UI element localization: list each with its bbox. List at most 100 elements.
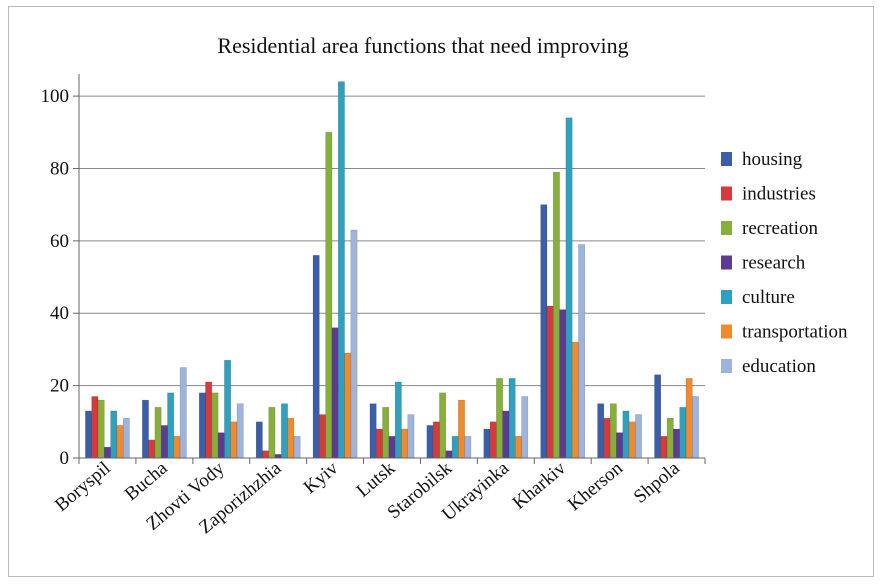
bar-recreation-bucha xyxy=(154,407,162,459)
bar-education-kyiv xyxy=(350,229,358,459)
y-tick-label: 60 xyxy=(50,231,69,252)
bar-housing-zaporizhzhia xyxy=(255,421,263,459)
bar-recreation-kherson xyxy=(609,403,617,459)
bar-culture-kharkiv xyxy=(565,117,573,459)
bar-research-kharkiv xyxy=(559,309,567,459)
bar-transportation-zaporizhzhia xyxy=(287,417,295,459)
bar-research-shpola xyxy=(673,428,680,459)
legend-swatch-culture xyxy=(721,290,732,304)
bar-industries-boryspil xyxy=(91,396,99,459)
bar-housing-zhovti-vody xyxy=(198,392,206,459)
bar-recreation-starobilsk xyxy=(439,392,447,459)
bar-transportation-zhovti-vody xyxy=(230,421,238,459)
bar-transportation-kherson xyxy=(628,421,636,459)
bar-culture-bucha xyxy=(167,392,175,459)
bar-recreation-boryspil xyxy=(97,399,105,459)
bar-research-bucha xyxy=(160,425,168,459)
y-tick-label: 100 xyxy=(41,86,70,107)
bar-education-kherson xyxy=(635,414,642,459)
bar-housing-kyiv xyxy=(312,255,320,459)
x-tick-label: Shpola xyxy=(630,457,684,507)
bar-education-ukrayinka xyxy=(521,396,529,459)
bar-transportation-boryspil xyxy=(116,425,124,459)
bar-research-kyiv xyxy=(331,327,339,459)
bar-education-kharkiv xyxy=(578,244,586,459)
bar-education-boryspil xyxy=(122,417,130,459)
y-tick-label: 0 xyxy=(60,448,70,469)
bar-housing-boryspil xyxy=(85,410,92,459)
bar-transportation-kyiv xyxy=(344,352,352,459)
legend-label-recreation: recreation xyxy=(742,218,818,239)
bar-industries-starobilsk xyxy=(432,421,440,459)
bar-education-lutsk xyxy=(407,414,415,459)
legend-swatch-housing xyxy=(721,152,732,166)
legend-label-housing: housing xyxy=(742,149,803,170)
bar-education-starobilsk xyxy=(464,436,472,459)
bar-recreation-kyiv xyxy=(325,132,333,459)
legend-swatch-research xyxy=(721,255,732,270)
legend-swatch-education xyxy=(721,359,732,373)
bar-housing-kherson xyxy=(597,403,605,459)
bar-housing-ukrayinka xyxy=(483,428,491,459)
x-tick-label: Kharkiv xyxy=(509,457,571,513)
bar-culture-zaporizhzhia xyxy=(281,403,288,459)
legend-label-education: education xyxy=(742,356,816,377)
bar-education-zhovti-vody xyxy=(236,403,244,459)
bar-industries-bucha xyxy=(148,439,156,459)
axes xyxy=(78,74,706,464)
bar-transportation-shpola xyxy=(685,378,693,459)
bar-industries-kharkiv xyxy=(546,305,554,459)
x-tick-label: Kherson xyxy=(564,457,627,515)
bar-culture-lutsk xyxy=(394,381,402,459)
bar-culture-starobilsk xyxy=(451,436,459,459)
bar-education-bucha xyxy=(179,367,187,459)
bar-recreation-zaporizhzhia xyxy=(268,407,276,459)
bar-recreation-kharkiv xyxy=(553,171,560,459)
y-axis-ticks: 0 20 40 60 80 100 xyxy=(41,86,79,469)
bar-culture-ukrayinka xyxy=(508,378,516,459)
bar-culture-kyiv xyxy=(337,81,345,459)
bar-culture-boryspil xyxy=(110,410,118,459)
bar-education-zaporizhzhia xyxy=(293,436,301,459)
bar-research-kherson xyxy=(616,432,624,459)
bar-research-zaporizhzhia xyxy=(274,454,282,459)
x-tick-label: Bucha xyxy=(121,457,172,505)
bar-industries-zhovti-vody xyxy=(205,381,213,459)
bar-research-boryspil xyxy=(104,446,111,459)
bar-industries-shpola xyxy=(660,436,668,459)
bar-housing-starobilsk xyxy=(426,425,434,459)
bar-culture-shpola xyxy=(679,407,687,459)
bar-transportation-kharkiv xyxy=(571,341,579,459)
bar-industries-zaporizhzhia xyxy=(262,450,269,459)
legend-label-transportation: transportation xyxy=(742,322,848,343)
gridlines xyxy=(79,95,705,387)
bars xyxy=(85,81,699,459)
bar-research-lutsk xyxy=(388,436,396,459)
bar-recreation-shpola xyxy=(666,417,674,459)
legend: housing industries recreation research cultu… xyxy=(721,149,848,377)
bar-industries-ukrayinka xyxy=(489,421,497,459)
bar-education-shpola xyxy=(692,396,699,459)
legend-label-research: research xyxy=(742,253,806,274)
bar-industries-lutsk xyxy=(376,428,383,459)
bar-research-ukrayinka xyxy=(502,410,510,459)
bar-research-zhovti-vody xyxy=(217,432,225,459)
y-tick-label: 40 xyxy=(50,303,69,324)
bar-culture-kherson xyxy=(622,410,630,459)
y-tick-label: 80 xyxy=(50,158,69,179)
bar-industries-kyiv xyxy=(319,414,326,459)
legend-label-culture: culture xyxy=(742,287,795,308)
bar-culture-zhovti-vody xyxy=(224,360,231,459)
legend-swatch-industries xyxy=(721,186,732,201)
bar-transportation-bucha xyxy=(173,436,181,459)
bar-housing-lutsk xyxy=(369,403,377,459)
chart-title: Residential area functions that need imp… xyxy=(217,33,628,58)
bar-housing-bucha xyxy=(142,399,149,459)
legend-label-industries: industries xyxy=(742,184,816,205)
bar-transportation-starobilsk xyxy=(458,399,465,459)
bar-recreation-lutsk xyxy=(382,407,390,459)
bar-transportation-ukrayinka xyxy=(515,436,522,459)
bar-recreation-ukrayinka xyxy=(496,378,503,459)
